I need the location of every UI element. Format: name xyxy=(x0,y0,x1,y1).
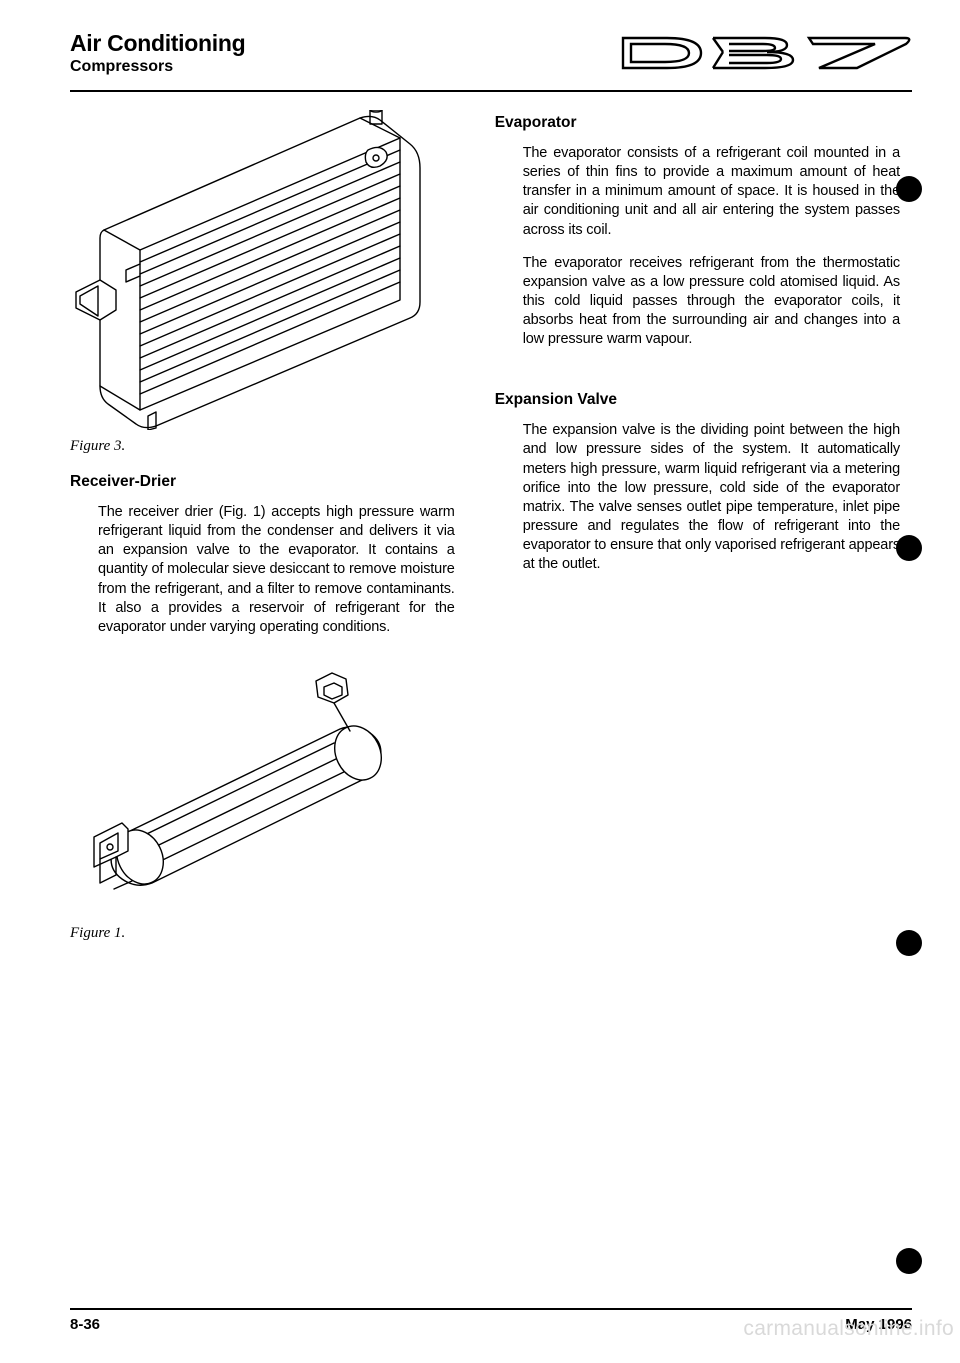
content-columns: Figure 3. Receiver-Drier The receiver dr… xyxy=(70,110,912,960)
watermark: carmanualsonline.info xyxy=(743,1317,954,1341)
figure-3 xyxy=(70,110,455,430)
expansion-valve-heading: Expansion Valve xyxy=(495,391,900,409)
brand-logo xyxy=(617,30,912,76)
evaporator-body-1: The evaporator consists of a refrigerant… xyxy=(495,144,900,240)
header-titles: Air Conditioning Compressors xyxy=(70,30,245,76)
receiver-drier-body: The receiver drier (Fig. 1) accepts high… xyxy=(70,503,455,637)
header-divider xyxy=(70,90,912,92)
punch-hole-icon xyxy=(896,535,922,561)
receiver-drier-heading: Receiver-Drier xyxy=(70,473,455,491)
page-number: 8-36 xyxy=(70,1316,100,1333)
punch-hole-icon xyxy=(896,930,922,956)
figure-1-caption: Figure 1. xyxy=(70,925,455,942)
left-column: Figure 3. Receiver-Drier The receiver dr… xyxy=(70,110,455,960)
expansion-valve-body: The expansion valve is the dividing poin… xyxy=(495,421,900,574)
punch-hole-icon xyxy=(896,1248,922,1274)
receiver-drier-icon xyxy=(70,659,420,899)
title-main: Air Conditioning xyxy=(70,30,245,57)
evaporator-heading: Evaporator xyxy=(495,114,900,132)
evaporator-body-2: The evaporator receives refrigerant from… xyxy=(495,254,900,350)
page-header: Air Conditioning Compressors xyxy=(70,30,912,82)
condenser-icon xyxy=(70,110,430,430)
title-sub: Compressors xyxy=(70,58,245,76)
db7-logo-icon xyxy=(617,30,912,76)
figure-1 xyxy=(70,659,455,899)
punch-hole-icon xyxy=(896,176,922,202)
page: Air Conditioning Compressors xyxy=(70,30,912,1333)
right-column: Evaporator The evaporator consists of a … xyxy=(495,110,912,960)
figure-3-caption: Figure 3. xyxy=(70,438,455,455)
